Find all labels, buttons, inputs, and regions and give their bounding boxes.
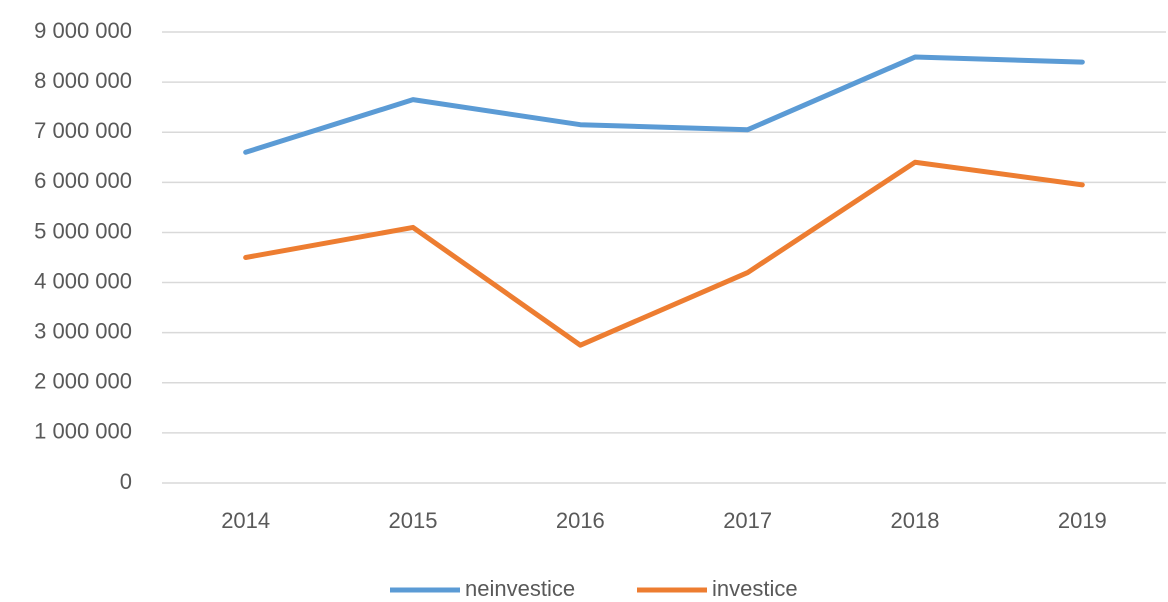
y-tick-label: 3 000 000 — [34, 318, 132, 343]
y-tick-label: 2 000 000 — [34, 369, 132, 394]
x-tick-label: 2017 — [723, 508, 772, 533]
y-tick-label: 0 — [120, 469, 132, 494]
y-tick-label: 8 000 000 — [34, 68, 132, 93]
y-tick-label: 4 000 000 — [34, 268, 132, 293]
series-line — [243, 54, 1085, 155]
y-tick-label: 9 000 000 — [34, 18, 132, 43]
x-tick-label: 2019 — [1058, 508, 1107, 533]
x-tick-label: 2015 — [389, 508, 438, 533]
legend-label: neinvestice — [465, 576, 575, 601]
y-tick-label: 5 000 000 — [34, 218, 132, 243]
x-tick-label: 2016 — [556, 508, 605, 533]
y-tick-label: 1 000 000 — [34, 419, 132, 444]
y-tick-label: 7 000 000 — [34, 118, 132, 143]
x-tick-label: 2018 — [891, 508, 940, 533]
x-tick-label: 2014 — [221, 508, 270, 533]
legend-label: investice — [712, 576, 798, 601]
series-line — [243, 159, 1085, 348]
y-tick-label: 6 000 000 — [34, 168, 132, 193]
